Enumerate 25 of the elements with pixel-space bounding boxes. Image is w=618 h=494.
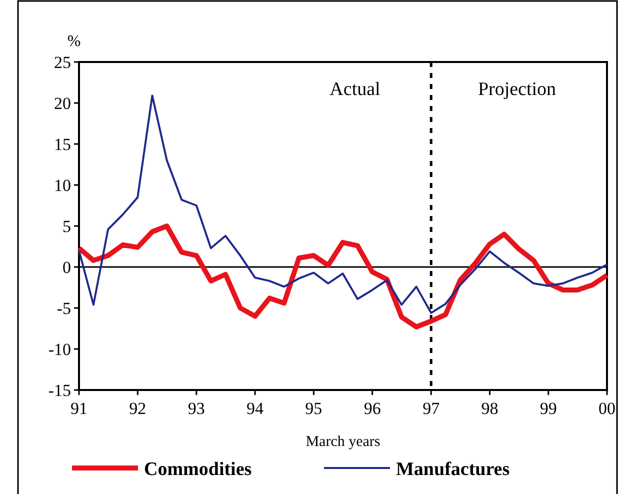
y-tick-label: 0: [62, 258, 71, 277]
y-tick-label: 15: [54, 135, 71, 154]
annotation: Actual: [330, 79, 380, 100]
y-tick-label: 5: [62, 217, 71, 236]
x-tick-label: 00: [598, 399, 616, 418]
x-tick-label: 98: [481, 399, 498, 418]
legend-label: Manufactures: [396, 459, 510, 480]
y-tick-label: 20: [54, 94, 71, 113]
y-axis-title: %: [67, 33, 81, 50]
annotation: Projection: [478, 79, 557, 100]
x-tick-label: 97: [422, 399, 440, 418]
x-tick-label: 91: [70, 399, 88, 418]
x-tick-label: 96: [364, 399, 381, 418]
x-tick-label: 94: [246, 399, 264, 418]
x-tick-label: 95: [305, 399, 322, 418]
x-tick-label: 99: [540, 399, 557, 418]
y-tick-label: -10: [48, 340, 71, 359]
legend-label: Commodities: [144, 459, 252, 480]
y-tick-label: -5: [56, 299, 71, 318]
y-tick-label: -15: [48, 381, 71, 400]
x-axis-title: March years: [306, 434, 380, 450]
y-tick-label: 25: [54, 53, 71, 72]
y-tick-label: 10: [54, 176, 71, 195]
x-tick-label: 92: [129, 399, 146, 418]
x-tick-label: 93: [188, 399, 205, 418]
